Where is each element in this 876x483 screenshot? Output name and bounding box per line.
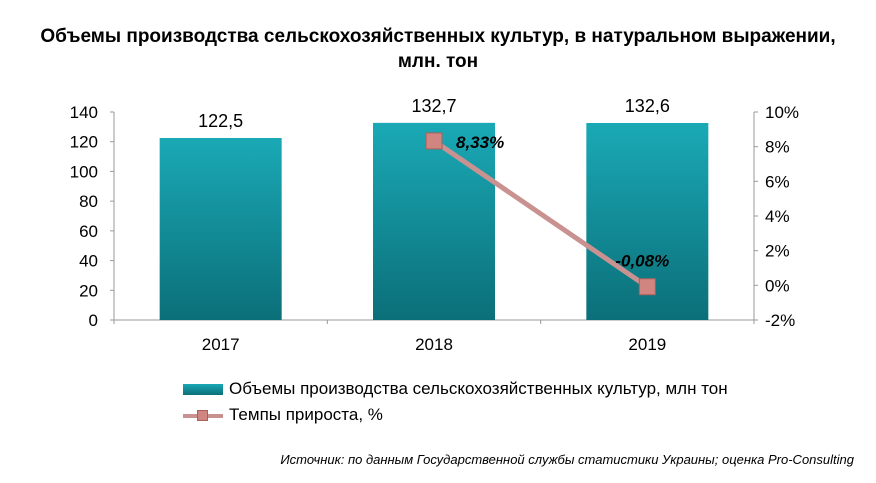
bar-2018 [373,122,495,321]
legend-line-swatch [183,409,223,421]
y-left-tick-label: 120 [70,133,98,152]
y-left-tick-label: 100 [70,162,98,181]
y-left-tick-label: 80 [79,192,98,211]
y-right-tick-label: 4% [765,207,790,226]
y-right-tick-label: 2% [765,242,790,261]
y-left-tick-label: 40 [79,252,98,271]
legend-item-line: Темпы прироста, % [183,402,728,428]
legend: Объемы производства сельскохозяйственных… [183,376,728,428]
y-left-tick-label: 140 [70,103,98,122]
x-tick-label: 2017 [202,335,240,354]
growth-line [432,138,649,289]
growth-marker-2018 [425,132,443,150]
chart-title-line2: млн. тон [397,51,479,72]
chart-title: Объемы производства сельскохозяйственных… [0,24,876,74]
y-right-tick-label: -2% [765,311,795,330]
growth-data-label: 8,33% [456,133,504,152]
y-right-tick-label: 6% [765,172,790,191]
legend-item-bar: Объемы производства сельскохозяйственных… [183,376,728,402]
y-left-tick-label: 20 [79,281,98,300]
y-right-tick-label: 10% [765,103,799,122]
bar-data-label: 132,7 [411,96,456,116]
legend-line-label: Темпы прироста, % [229,405,383,424]
growth-marker-2019 [638,278,656,296]
x-tick-label: 2018 [415,335,453,354]
y-right-tick-label: 0% [765,276,790,295]
y-left-tick-label: 0 [89,311,98,330]
legend-bar-label: Объемы производства сельскохозяйственных… [229,379,728,398]
growth-data-label: -0,08% [615,252,669,271]
bar-data-label: 122,5 [198,111,243,131]
bar-data-label: 132,6 [625,96,670,116]
bar-2017 [159,138,282,320]
legend-bar-swatch [183,383,223,395]
y-left-tick-label: 60 [79,222,98,241]
y-right-tick-label: 8% [765,138,790,157]
chart-title-line1: Объемы производства сельскохозяйственных… [40,26,836,47]
x-tick-label: 2019 [628,335,666,354]
source-note: Источник: по данным Государственной служ… [280,452,854,467]
